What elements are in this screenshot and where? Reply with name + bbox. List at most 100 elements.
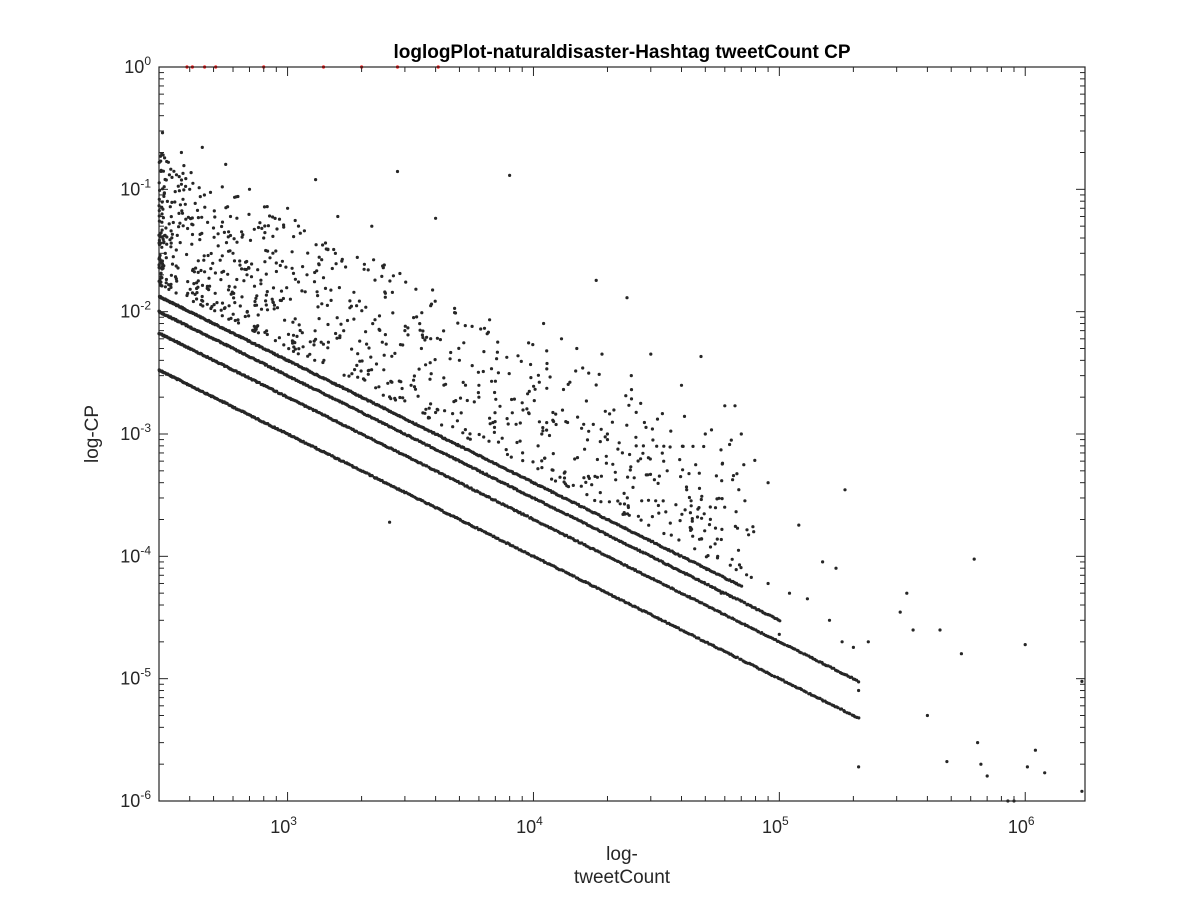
data-point [719,537,723,542]
data-point [180,209,184,213]
data-point [220,185,224,189]
data-point [177,225,181,229]
data-point [391,274,395,278]
data-point [481,369,485,374]
data-point [599,427,603,431]
data-point [579,484,583,488]
data-point [370,474,374,478]
data-point [537,420,542,424]
data-point [332,247,336,252]
data-point [170,262,175,266]
data-point [305,273,309,277]
data-point [176,184,180,188]
data-point [465,398,469,403]
data-point [618,502,622,506]
data-point [644,425,648,429]
data-point [442,376,446,380]
data-point [485,332,489,336]
data-point [678,458,682,462]
data-point [227,230,231,234]
data-point [391,311,395,315]
data-point [451,412,455,416]
data-point [160,228,164,232]
data-point [594,383,598,387]
data-point [428,361,432,365]
data-point [286,206,290,210]
data-point [329,288,333,292]
data-point [745,573,749,577]
data-point [275,306,280,310]
data-point [625,512,630,516]
data-point [628,468,632,472]
data-point [362,267,366,271]
data-point [545,361,549,366]
data-point [413,387,418,391]
data-point [296,352,300,356]
data-point [345,318,350,323]
data-point [274,269,278,274]
data-point [162,264,166,268]
data-point [584,480,588,484]
data-point [683,593,687,597]
data-point [364,330,368,334]
data-point [604,461,609,465]
data-point [220,220,225,224]
data-point [180,211,185,215]
data-point [295,334,299,338]
data-point [236,318,240,322]
data-point [662,444,666,448]
data-point [587,429,591,433]
data-point [336,214,340,219]
data-point [179,182,183,186]
data-point [644,473,648,477]
data-point [729,438,733,442]
data-point [720,527,724,532]
data-point [344,265,348,269]
data-point [566,420,570,425]
data-point [213,309,217,313]
data-point [639,457,643,461]
data-point [496,440,501,444]
data-point [582,422,586,426]
data-point [491,421,495,425]
data-point [898,610,902,614]
data-point [541,429,545,433]
data-point [169,229,173,233]
data-point [687,495,692,500]
data-point [521,459,525,463]
data-point [457,346,461,350]
data-point [393,396,397,400]
data-point [178,241,182,245]
data-point [626,475,630,479]
data-point [565,484,569,488]
data-point [212,303,216,307]
data-point [222,230,226,234]
data-point [162,194,166,198]
data-point [162,185,166,189]
data-point [355,363,359,367]
data-point [352,317,356,321]
data-point [173,190,177,194]
data-point [719,591,723,595]
data-point [574,369,578,373]
y-axis-label: log-CP [82,405,103,463]
data-point [532,384,536,388]
data-point [682,414,687,418]
data-point [265,205,269,209]
data-point [805,597,810,601]
data-point [657,511,661,515]
data-point [559,337,564,341]
data-point [398,271,402,276]
data-point [234,195,238,199]
data-point [232,296,236,300]
data-point [366,268,370,272]
y-tick-label: 10-1 [120,176,151,199]
data-point [186,291,190,295]
data-point [185,252,189,257]
data-point [629,397,634,401]
data-point [723,404,727,408]
data-point [477,395,481,399]
data-point [458,396,463,400]
y-tick-label: 10-4 [120,543,151,566]
data-point [308,352,312,356]
